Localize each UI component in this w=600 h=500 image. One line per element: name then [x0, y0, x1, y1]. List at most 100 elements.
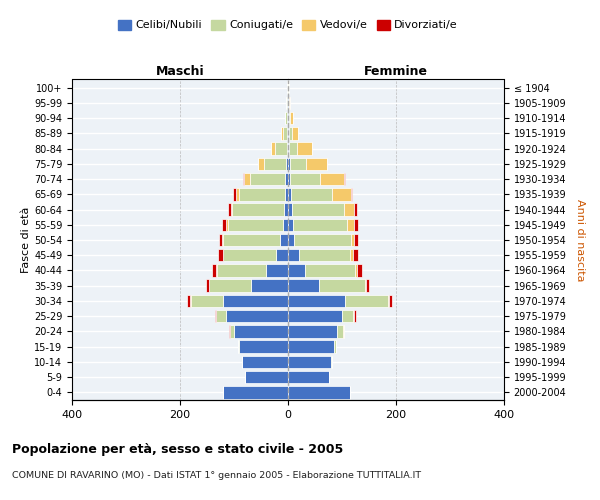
Bar	[365, 280, 366, 292]
Bar	[290, 112, 293, 124]
Bar	[233, 188, 236, 200]
Bar	[288, 371, 329, 384]
Bar	[190, 294, 191, 307]
Bar	[271, 142, 275, 155]
Bar	[223, 234, 280, 246]
Bar	[288, 173, 290, 186]
Text: Popolazione per età, sesso e stato civile - 2005: Popolazione per età, sesso e stato civil…	[12, 442, 343, 456]
Bar	[217, 264, 266, 276]
Bar	[242, 173, 244, 186]
Bar	[353, 310, 354, 322]
Bar	[228, 204, 231, 216]
Bar	[288, 249, 299, 262]
Bar	[288, 264, 305, 276]
Bar	[223, 249, 276, 262]
Bar	[259, 158, 264, 170]
Bar	[226, 218, 227, 231]
Bar	[209, 280, 251, 292]
Bar	[295, 234, 351, 246]
Bar	[291, 188, 332, 200]
Text: COMUNE DI RAVARINO (MO) - Dati ISTAT 1° gennaio 2005 - Elaborazione TUTTITALIA.I: COMUNE DI RAVARINO (MO) - Dati ISTAT 1° …	[12, 471, 421, 480]
Bar	[231, 204, 232, 216]
Bar	[354, 218, 358, 231]
Bar	[244, 173, 250, 186]
Text: Femmine: Femmine	[364, 64, 428, 78]
Bar	[191, 294, 223, 307]
Bar	[344, 294, 388, 307]
Bar	[293, 218, 347, 231]
Bar	[288, 340, 334, 353]
Bar	[266, 264, 288, 276]
Bar	[226, 310, 288, 322]
Bar	[245, 371, 288, 384]
Bar	[216, 310, 226, 322]
Bar	[366, 280, 369, 292]
Bar	[288, 188, 291, 200]
Bar	[280, 234, 288, 246]
Bar	[292, 127, 298, 140]
Bar	[275, 142, 287, 155]
Bar	[355, 204, 357, 216]
Bar	[288, 294, 344, 307]
Bar	[284, 204, 288, 216]
Bar	[239, 188, 285, 200]
Bar	[353, 249, 358, 262]
Bar	[290, 158, 306, 170]
Bar	[342, 310, 353, 322]
Bar	[306, 158, 328, 170]
Bar	[238, 340, 239, 353]
Bar	[286, 96, 287, 109]
Bar	[332, 188, 350, 200]
Bar	[289, 112, 290, 124]
Bar	[223, 386, 288, 398]
Bar	[389, 294, 392, 307]
Bar	[283, 218, 288, 231]
Bar	[218, 249, 223, 262]
Bar	[239, 340, 288, 353]
Bar	[344, 204, 355, 216]
Bar	[297, 142, 313, 155]
Bar	[222, 218, 226, 231]
Bar	[220, 234, 222, 246]
Bar	[319, 280, 365, 292]
Bar	[283, 127, 287, 140]
Bar	[286, 112, 287, 124]
Bar	[286, 158, 288, 170]
Bar	[350, 188, 352, 200]
Y-axis label: Anni di nascita: Anni di nascita	[575, 198, 585, 281]
Bar	[288, 325, 337, 338]
Bar	[288, 234, 295, 246]
Bar	[285, 188, 288, 200]
Bar	[354, 234, 358, 246]
Bar	[287, 127, 288, 140]
Bar	[331, 356, 332, 368]
Bar	[305, 264, 355, 276]
Bar	[289, 142, 297, 155]
Bar	[212, 264, 216, 276]
Bar	[351, 234, 354, 246]
Bar	[276, 249, 288, 262]
Bar	[286, 173, 288, 186]
Bar	[234, 325, 288, 338]
Bar	[264, 158, 286, 170]
Bar	[206, 280, 209, 292]
Bar	[350, 249, 353, 262]
Bar	[288, 127, 289, 140]
Bar	[288, 158, 290, 170]
Bar	[288, 142, 289, 155]
Bar	[222, 234, 223, 246]
Bar	[187, 294, 190, 307]
Bar	[288, 218, 293, 231]
Bar	[227, 218, 283, 231]
Bar	[356, 264, 362, 276]
Bar	[355, 264, 356, 276]
Bar	[334, 340, 335, 353]
Text: Maschi: Maschi	[155, 64, 205, 78]
Legend: Celibi/Nubili, Coniugati/e, Vedovi/e, Divorziati/e: Celibi/Nubili, Coniugati/e, Vedovi/e, Di…	[113, 15, 463, 35]
Bar	[236, 188, 239, 200]
Bar	[232, 204, 284, 216]
Bar	[288, 356, 331, 368]
Bar	[299, 249, 350, 262]
Bar	[288, 386, 350, 398]
Bar	[347, 218, 354, 231]
